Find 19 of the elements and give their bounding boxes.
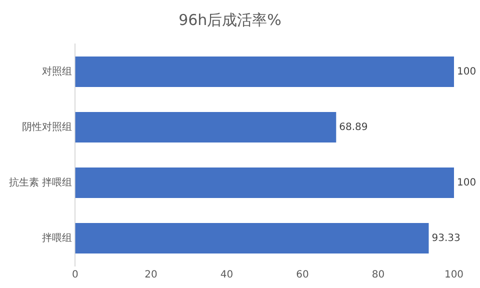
chart-title: 96h后成活率% (178, 10, 282, 29)
bar (75, 222, 429, 254)
x-tick-label: 20 (144, 270, 158, 281)
bar (75, 167, 454, 198)
bar (75, 56, 454, 88)
y-tick-label: 阴性对照组 (22, 120, 72, 133)
bar (75, 112, 336, 143)
y-tick-label: 抗生素 拌喂组 (8, 176, 72, 188)
x-tick-label: 40 (220, 270, 234, 281)
x-tick-label: 80 (372, 270, 385, 281)
data-label: 93.33 (432, 232, 460, 244)
x-tick-label: 100 (444, 270, 464, 281)
data-label: 100 (457, 177, 476, 188)
y-tick-label: 拌喂组 (42, 232, 72, 244)
data-label: 100 (457, 66, 476, 78)
data-label: 68.89 (339, 122, 368, 133)
x-tick-label: 0 (72, 270, 78, 281)
y-tick-label: 对照组 (42, 65, 72, 78)
x-tick-label: 60 (296, 270, 309, 281)
